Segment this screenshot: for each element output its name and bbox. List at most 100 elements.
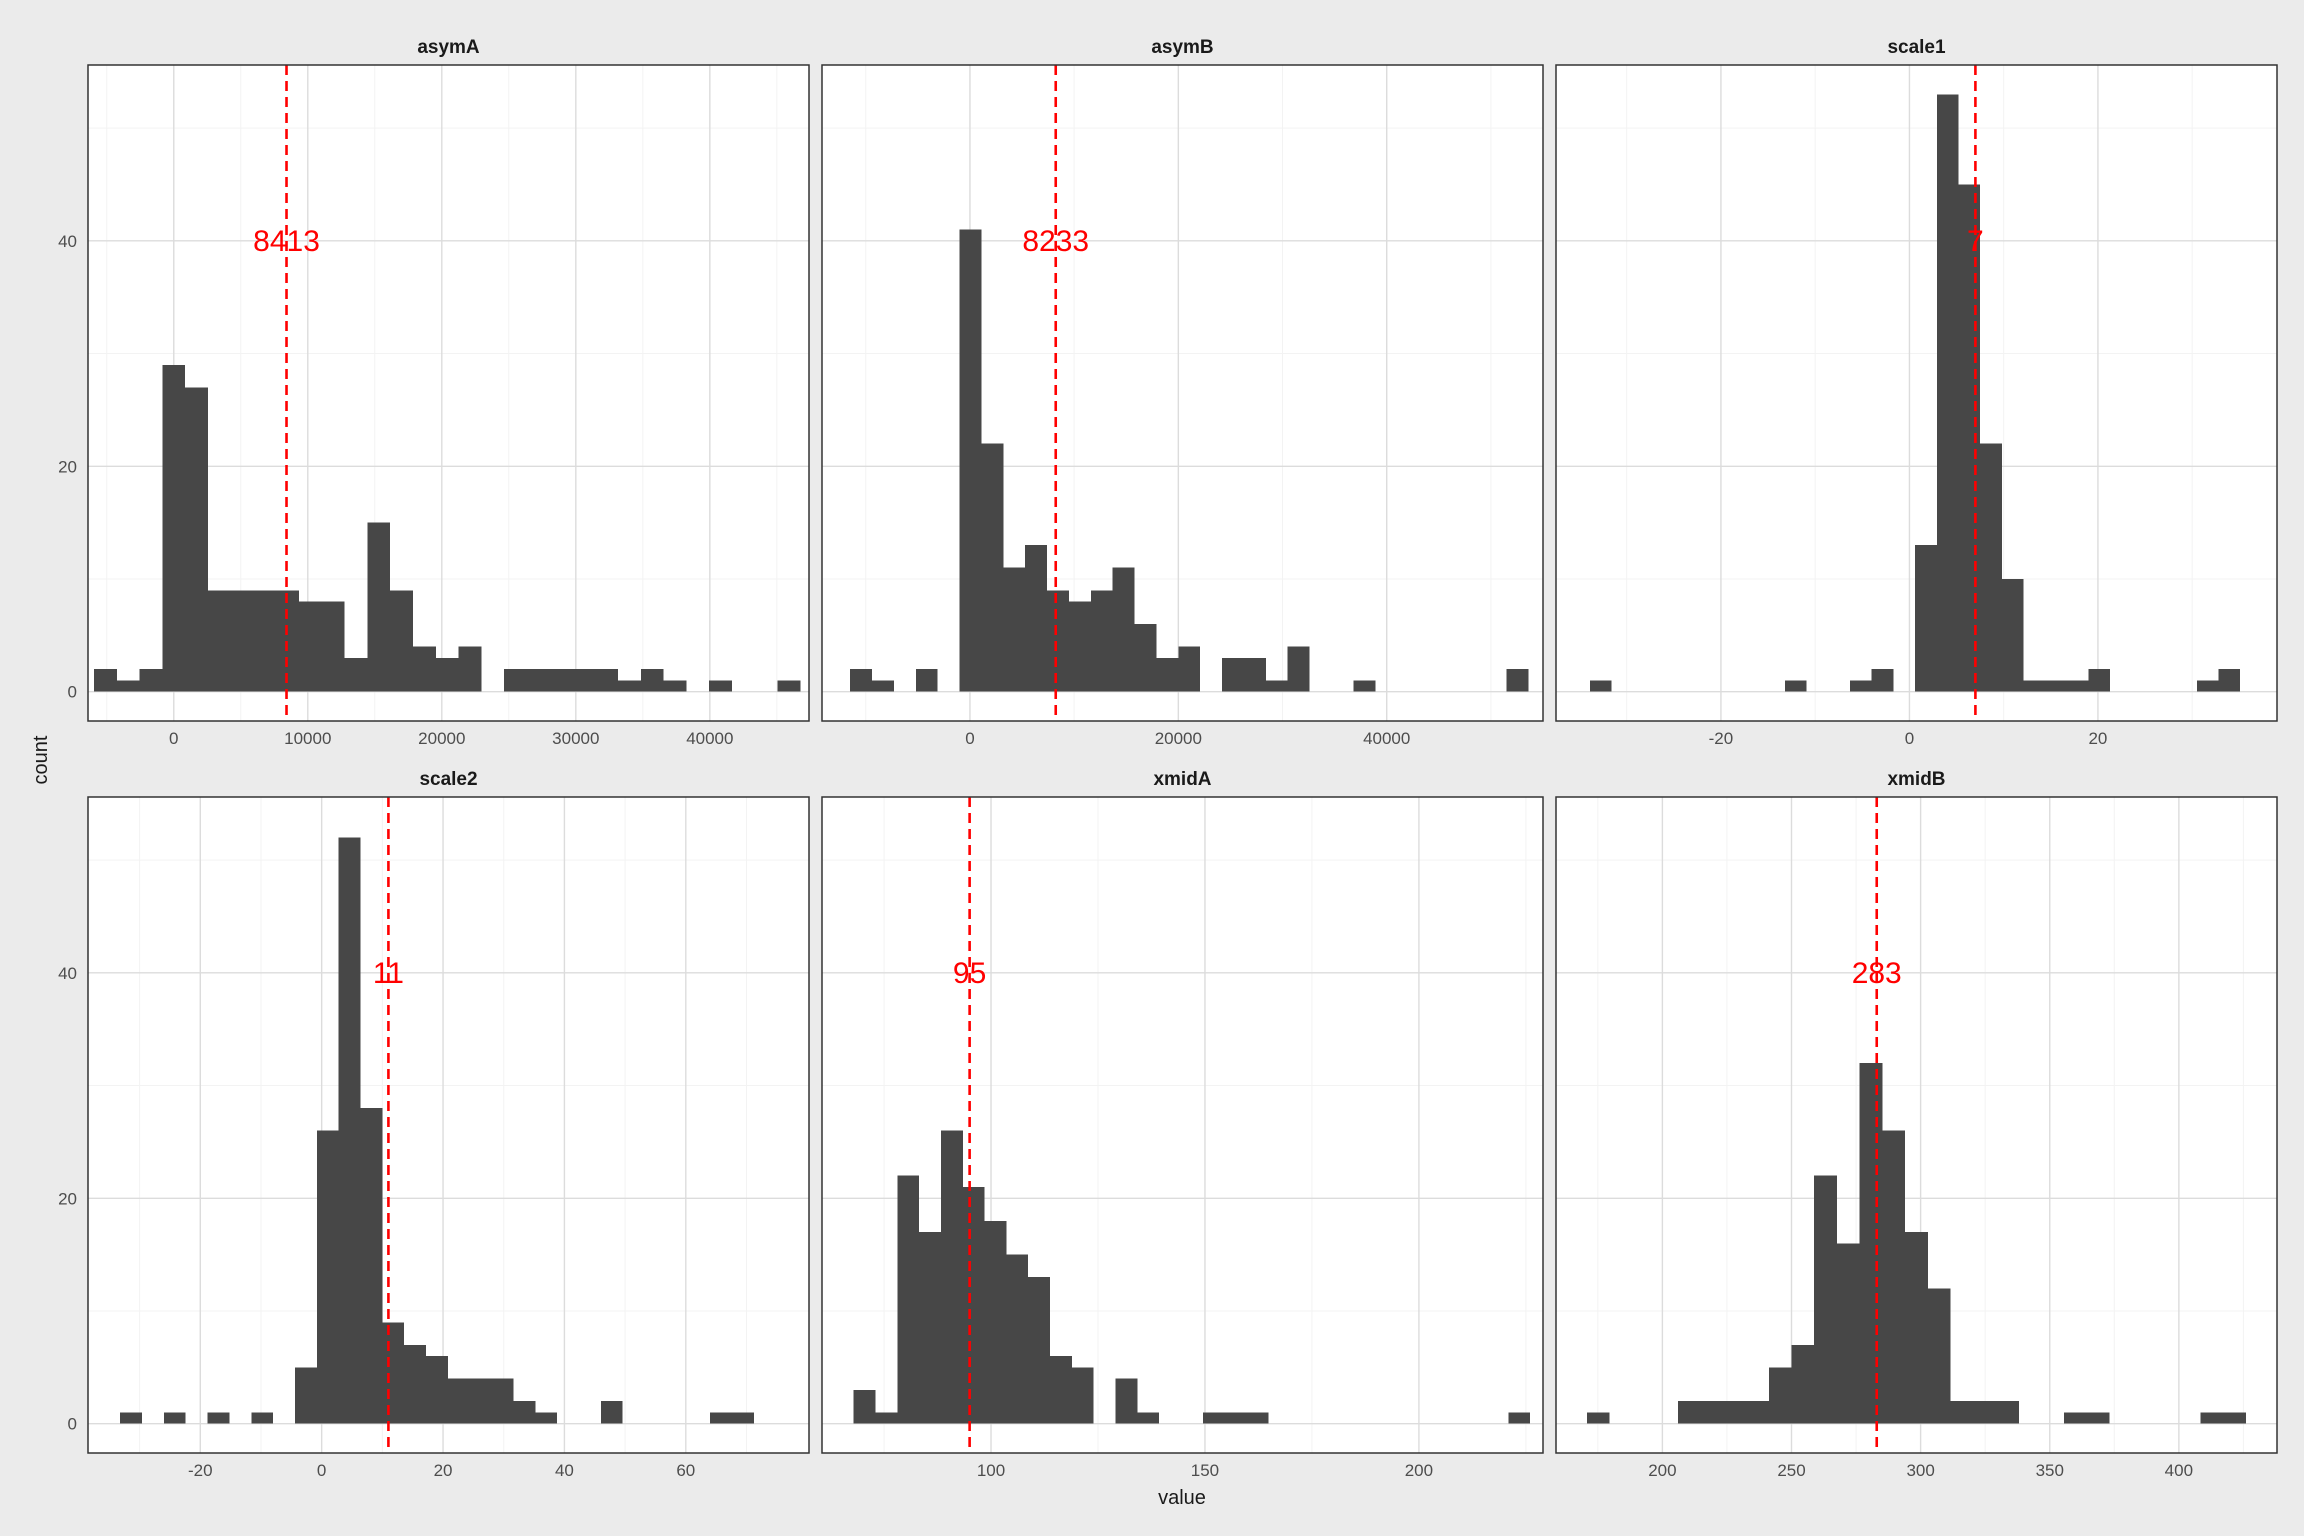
- histogram-bar: [640, 669, 664, 692]
- histogram-bar: [1723, 1401, 1747, 1424]
- y-tick-label: 0: [68, 1415, 77, 1434]
- histogram-bar: [1882, 1130, 1906, 1424]
- x-tick-label: 0: [1905, 729, 1914, 748]
- histogram-bar: [294, 1367, 317, 1424]
- histogram-bar: [872, 680, 894, 692]
- histogram-bar: [2064, 1412, 2087, 1424]
- histogram-bar: [731, 1412, 754, 1424]
- x-tick-label: 40: [555, 1461, 574, 1480]
- histogram-bar: [163, 1412, 186, 1424]
- histogram-bar: [390, 590, 413, 692]
- histogram-bar: [526, 669, 550, 692]
- histogram-bar: [709, 680, 732, 692]
- mean-label: 8233: [1022, 225, 1089, 258]
- x-tick-label: 60: [676, 1461, 695, 1480]
- histogram-bar: [321, 601, 345, 692]
- x-tick-label: 20: [434, 1461, 453, 1480]
- histogram-bar: [1677, 1401, 1701, 1424]
- histogram-bar: [1958, 184, 1981, 692]
- histogram-bar: [276, 590, 300, 692]
- histogram-bar: [1112, 567, 1135, 692]
- histogram-bar: [572, 669, 596, 692]
- histogram-bar: [504, 669, 527, 692]
- panel-asyma: asymA 8413 0 10000 20000 30000 40000 0 20 40: [58, 37, 810, 748]
- histogram-bar: [469, 1378, 492, 1424]
- mean-label: 11: [373, 957, 404, 990]
- panel-plot-area: [1556, 797, 2277, 1453]
- x-tick-label: 0: [169, 729, 178, 748]
- histogram-bar: [338, 837, 361, 1424]
- panel-plot-area: [88, 797, 809, 1453]
- histogram-bar: [1905, 1232, 1928, 1424]
- histogram-bar: [1791, 1344, 1815, 1424]
- histogram-bar: [1050, 1356, 1072, 1424]
- histogram-bar: [230, 590, 254, 692]
- histogram-bar: [897, 1175, 920, 1424]
- x-tick-label: 20: [2088, 729, 2107, 748]
- histogram-bar: [2218, 669, 2241, 692]
- x-tick-label: 250: [1777, 1461, 1805, 1480]
- panel-xmida: xmidA 95 100 150 200: [821, 769, 1544, 1480]
- histogram-bar: [120, 1412, 143, 1424]
- histogram-bar: [1836, 1243, 1860, 1424]
- y-tick-label: 20: [58, 1189, 77, 1208]
- x-tick-label: 200: [1648, 1461, 1676, 1480]
- panel-border: [821, 796, 1544, 1454]
- histogram-bar: [1915, 545, 1937, 692]
- histogram-bar: [344, 657, 368, 692]
- histogram-bar: [915, 669, 938, 692]
- x-tick-label: 20000: [418, 729, 465, 748]
- y-tick-label: 40: [58, 964, 77, 983]
- y-axis-title: count: [30, 735, 52, 784]
- histogram-bar: [959, 229, 982, 692]
- x-tick-label: 400: [2165, 1461, 2193, 1480]
- histogram-bar: [435, 657, 459, 692]
- histogram-bar: [1090, 590, 1113, 692]
- histogram-bar: [600, 1401, 623, 1424]
- panel-plot-area: [822, 797, 1543, 1453]
- histogram-bar: [1927, 1288, 1951, 1424]
- panel-plot-area: [1556, 65, 2277, 721]
- panel-title: xmidA: [1153, 769, 1211, 790]
- histogram-bar: [1700, 1401, 1724, 1424]
- histogram-bar: [2223, 1412, 2247, 1424]
- histogram-bar: [2023, 680, 2046, 692]
- x-tick-label: 100: [977, 1461, 1005, 1480]
- histogram-bar: [1071, 1367, 1094, 1424]
- x-tick-label: 0: [317, 1461, 326, 1480]
- mean-label: 283: [1852, 957, 1902, 990]
- histogram-bar: [1156, 657, 1179, 692]
- x-tick-label: 350: [2036, 1461, 2064, 1480]
- histogram-bar: [1589, 680, 1612, 692]
- histogram-bar: [1850, 680, 1872, 692]
- panel-border: [821, 64, 1544, 722]
- histogram-bar: [299, 601, 322, 692]
- histogram-bar: [1028, 1277, 1051, 1424]
- histogram-bar: [1025, 545, 1048, 692]
- histogram-bar: [207, 1412, 230, 1424]
- histogram-bar: [962, 1186, 985, 1424]
- mean-label: 7: [1967, 225, 1984, 258]
- histogram-bar: [1006, 1254, 1029, 1424]
- histogram-bar: [1047, 590, 1069, 692]
- mean-label: 95: [953, 957, 986, 990]
- histogram-bar: [1003, 567, 1026, 692]
- panel-plot-area: [88, 65, 809, 721]
- x-tick-label: 20000: [1155, 729, 1202, 748]
- histogram-bar: [1814, 1175, 1837, 1424]
- histogram-bar: [850, 669, 873, 692]
- histogram-bar: [1115, 1378, 1138, 1424]
- histogram-bar: [1287, 646, 1310, 692]
- panel-border: [1555, 796, 2278, 1454]
- histogram-bar: [1506, 669, 1529, 692]
- panel-border: [87, 796, 810, 1454]
- panel-border: [87, 64, 810, 722]
- histogram-bar: [253, 590, 277, 692]
- panel-plot-area: [822, 65, 1543, 721]
- panel-border: [1555, 64, 2278, 722]
- histogram-bar: [94, 669, 117, 692]
- histogram-bar: [2088, 669, 2111, 692]
- x-tick-label: 40000: [686, 729, 733, 748]
- x-tick-label: -20: [1709, 729, 1734, 748]
